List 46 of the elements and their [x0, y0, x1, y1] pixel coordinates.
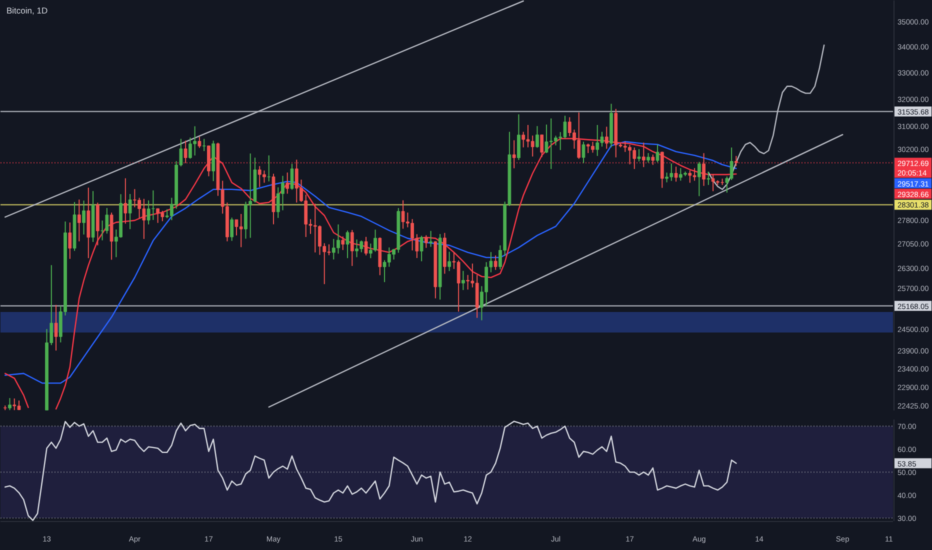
candlestick — [424, 234, 428, 248]
candlestick — [184, 140, 188, 164]
candlestick — [364, 236, 368, 256]
candlestick — [230, 217, 234, 242]
candlestick — [734, 155, 738, 167]
candlestick — [494, 254, 498, 270]
candlestick — [286, 172, 290, 194]
candlestick — [429, 230, 432, 248]
candlestick — [77, 199, 81, 242]
candlestick — [346, 230, 350, 259]
candlestick — [462, 270, 465, 291]
line-series — [4, 372, 29, 408]
candlestick — [448, 251, 451, 272]
candlestick — [202, 138, 206, 152]
candlestick — [128, 194, 132, 230]
candlestick — [512, 140, 516, 169]
candlestick — [674, 166, 678, 182]
candlestick — [540, 134, 544, 158]
candlestick — [651, 154, 655, 166]
candlestick — [68, 222, 72, 260]
candlestick — [637, 148, 641, 162]
candlestick — [604, 126, 608, 150]
candlestick — [8, 398, 12, 410]
line-series — [4, 420, 737, 521]
text: Bitcoin, 1D — [6, 6, 48, 16]
candlestick — [341, 236, 345, 251]
candlestick — [124, 178, 128, 224]
candlestick — [702, 152, 706, 186]
candlestick — [420, 235, 424, 262]
candlestick — [582, 141, 586, 164]
candlestick — [54, 304, 58, 352]
candlestick — [82, 200, 86, 236]
candlestick — [522, 131, 526, 148]
candlestick — [517, 114, 520, 161]
candlestick — [642, 142, 646, 168]
candlestick — [198, 136, 202, 148]
candlestick — [290, 163, 294, 190]
candlestick — [350, 229, 354, 266]
candlestick — [697, 161, 701, 197]
candlestick — [267, 154, 271, 182]
candlestick — [646, 152, 650, 164]
line-series — [4, 141, 737, 384]
candlestick — [536, 126, 539, 148]
candlestick — [706, 171, 710, 186]
candlestick — [466, 274, 470, 290]
candlestick — [656, 144, 660, 163]
